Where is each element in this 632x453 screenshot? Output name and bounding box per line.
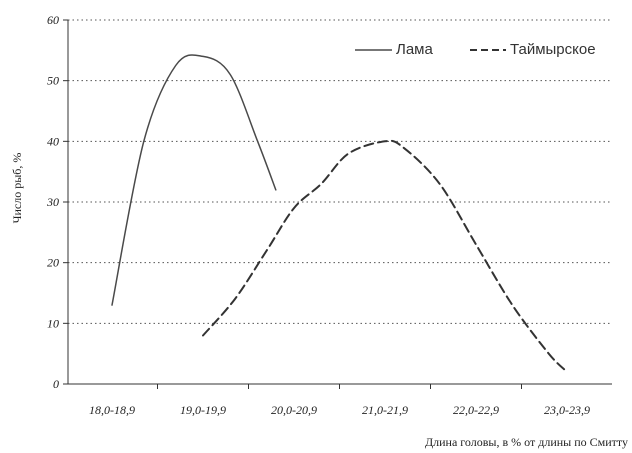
series-1-point-2 [266, 249, 268, 251]
series-1-point-4 [320, 183, 322, 185]
legend-label-0: Лама [396, 41, 433, 58]
y-tick-label-0: 0 [53, 377, 59, 391]
x-tick-label-4: 22,0-22,9 [453, 403, 499, 417]
series-0-point-2 [175, 64, 177, 66]
series-1-point-0 [202, 334, 204, 336]
y-tick-label-10: 10 [47, 316, 59, 330]
y-tick-label-60: 60 [47, 13, 59, 27]
series-0-point-5 [256, 140, 258, 142]
series-1-point-6 [384, 140, 386, 142]
series-1-point-3 [293, 207, 295, 209]
series-1-point-9 [475, 243, 477, 245]
series-line-1 [202, 139, 568, 373]
series-1-point-12 [566, 371, 568, 373]
series-1-point-1 [234, 298, 236, 300]
x-tick-label-1: 19,0-19,9 [180, 403, 226, 417]
series-0-point-1 [143, 140, 145, 142]
y-tick-label-40: 40 [47, 134, 59, 148]
y-tick-label-50: 50 [47, 74, 59, 88]
x-tick-label-2: 20,0-20,9 [271, 403, 317, 417]
x-tick-label-0: 18,0-18,9 [89, 403, 135, 417]
series-0-point-6 [275, 189, 277, 191]
y-tick-label-30: 30 [46, 195, 59, 209]
y-axis-title: Число рыб, % [10, 153, 24, 224]
x-tick-label-5: 23,0-23,9 [544, 403, 590, 417]
series-1-point-5 [347, 152, 349, 154]
series-1-point-8 [438, 183, 440, 185]
series-0-point-4 [229, 73, 231, 75]
series-0-point-3 [202, 55, 204, 57]
y-tick-label-20: 20 [47, 256, 59, 270]
series-1-point-11 [548, 352, 550, 354]
x-tick-label-3: 21,0-21,9 [362, 403, 408, 417]
x-axis-title: Длина головы, в % от длины по Смитту [425, 435, 628, 449]
legend-label-1: Таймырское [510, 41, 596, 58]
series-line-0 [111, 54, 277, 306]
series-1-point-10 [511, 304, 513, 306]
series-1-point-7 [402, 146, 404, 148]
series-0-point-0 [111, 304, 113, 306]
